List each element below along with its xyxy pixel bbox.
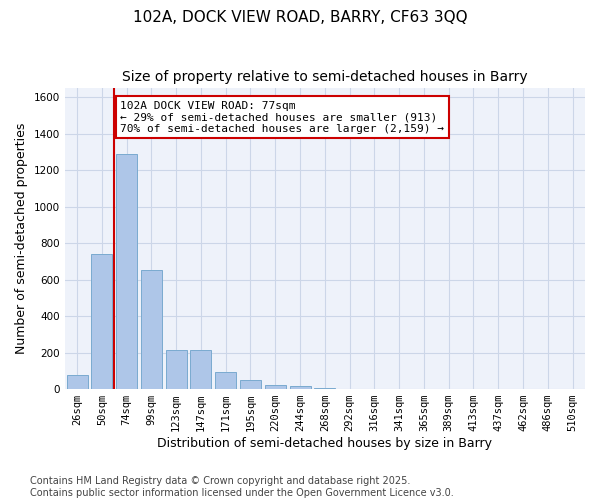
Bar xyxy=(240,380,261,389)
X-axis label: Distribution of semi-detached houses by size in Barry: Distribution of semi-detached houses by … xyxy=(157,437,493,450)
Bar xyxy=(67,376,88,389)
Y-axis label: Number of semi-detached properties: Number of semi-detached properties xyxy=(15,123,28,354)
Bar xyxy=(265,384,286,389)
Bar xyxy=(314,388,335,389)
Bar xyxy=(190,350,211,389)
Bar xyxy=(91,254,112,389)
Text: 102A, DOCK VIEW ROAD, BARRY, CF63 3QQ: 102A, DOCK VIEW ROAD, BARRY, CF63 3QQ xyxy=(133,10,467,25)
Text: 102A DOCK VIEW ROAD: 77sqm
← 29% of semi-detached houses are smaller (913)
70% o: 102A DOCK VIEW ROAD: 77sqm ← 29% of semi… xyxy=(121,100,445,134)
Bar xyxy=(290,386,311,389)
Bar xyxy=(141,270,162,389)
Bar xyxy=(166,350,187,389)
Text: Contains HM Land Registry data © Crown copyright and database right 2025.
Contai: Contains HM Land Registry data © Crown c… xyxy=(30,476,454,498)
Title: Size of property relative to semi-detached houses in Barry: Size of property relative to semi-detach… xyxy=(122,70,527,84)
Bar xyxy=(116,154,137,389)
Bar xyxy=(215,372,236,389)
